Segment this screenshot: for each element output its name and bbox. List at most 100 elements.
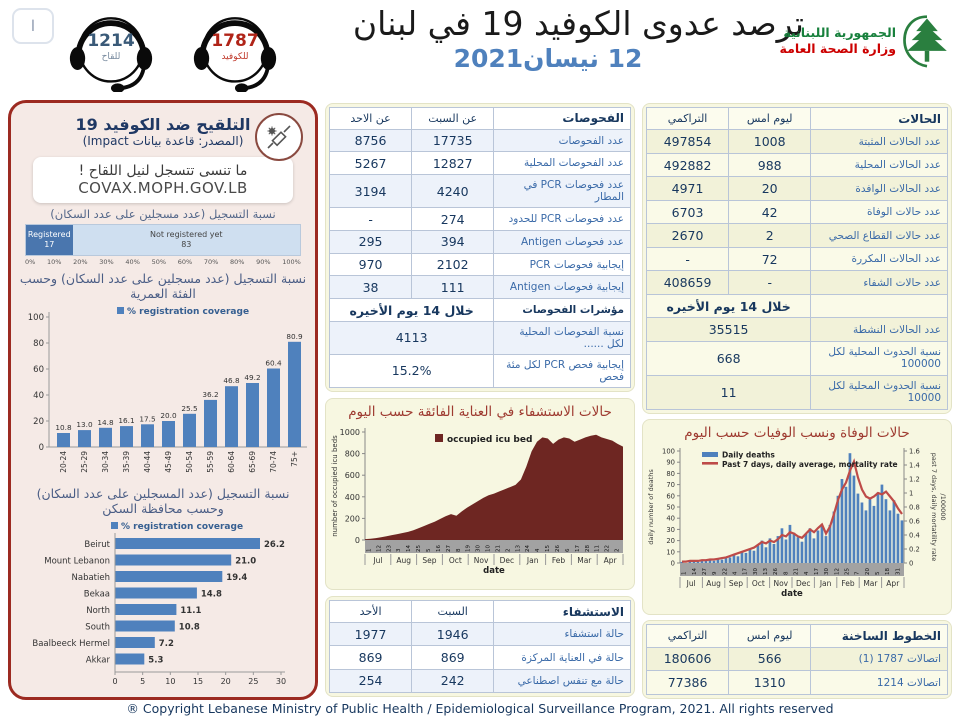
svg-text:Sep: Sep bbox=[422, 556, 436, 565]
covax-reminder-box: ما تنسى تتسجل لنيل اللقاح ! COVAX.MOPH.G… bbox=[33, 157, 293, 203]
svg-text:13: 13 bbox=[763, 568, 769, 575]
svg-text:80: 80 bbox=[33, 339, 44, 349]
svg-text:19.4: 19.4 bbox=[226, 573, 247, 583]
table-row: عدد الحالات المثبتة 1008 497854 bbox=[645, 129, 948, 154]
svg-text:North: North bbox=[86, 606, 110, 616]
covid-hotline-headset-icon: 1787 للكوفيد bbox=[182, 4, 288, 92]
svg-text:11: 11 bbox=[595, 545, 601, 552]
svg-text:12: 12 bbox=[376, 545, 382, 552]
svg-text:14.8: 14.8 bbox=[97, 418, 114, 427]
ministry-name-line2: وزارة الصحة العامة bbox=[779, 41, 896, 56]
table-row: اتصالات 1214 1310 77386 bbox=[645, 670, 948, 695]
svg-text:28: 28 bbox=[585, 545, 591, 552]
svg-text:date: date bbox=[781, 589, 803, 599]
svg-text:Jan: Jan bbox=[526, 556, 539, 565]
svg-text:30: 30 bbox=[824, 568, 830, 575]
svg-text:16.1: 16.1 bbox=[118, 416, 134, 425]
svg-text:15: 15 bbox=[193, 677, 203, 686]
svg-text:4: 4 bbox=[733, 571, 739, 575]
covax-url[interactable]: COVAX.MOPH.GOV.LB bbox=[78, 179, 248, 197]
svg-text:past 7 days, daily mortatility: past 7 days, daily mortatility rate bbox=[930, 453, 938, 562]
svg-text:4: 4 bbox=[535, 548, 541, 552]
svg-text:16: 16 bbox=[436, 545, 442, 552]
svg-text:50-54: 50-54 bbox=[185, 451, 194, 473]
deaths-chart: 0 10 20 30 40 50 60 70 80 90 100 0 0.2 0.4 0.6 0.8 1 1.2 1… bbox=[646, 441, 948, 617]
svg-text:49.2: 49.2 bbox=[244, 373, 260, 382]
table-row: عدد الفحوصات المحلية 12827 5267 bbox=[328, 151, 631, 176]
svg-text:1.4: 1.4 bbox=[909, 462, 920, 470]
svg-text:60.4: 60.4 bbox=[265, 359, 282, 368]
table-row: عدد الحالات المحلية 988 492882 bbox=[645, 152, 948, 178]
svg-text:80.9: 80.9 bbox=[286, 332, 303, 341]
svg-text:0: 0 bbox=[671, 560, 675, 568]
table-header-row: الحالات ليوم امس التراكمي bbox=[645, 106, 948, 131]
svg-text:46.8: 46.8 bbox=[223, 376, 240, 385]
svg-text:1000: 1000 bbox=[340, 428, 360, 437]
svg-text:0.2: 0.2 bbox=[909, 546, 920, 554]
svg-text:0.6: 0.6 bbox=[909, 518, 920, 526]
svg-text:10: 10 bbox=[666, 548, 675, 556]
svg-text:20: 20 bbox=[865, 568, 871, 575]
gov-bar-chart-svg: % registration coverage Beirut 26.2 Mount L… bbox=[32, 522, 286, 686]
table-row: نسبة الحدوث المحلية لكل 10000 11 bbox=[645, 374, 948, 411]
svg-text:25-29: 25-29 bbox=[80, 451, 89, 473]
svg-text:22: 22 bbox=[722, 568, 728, 575]
svg-text:23: 23 bbox=[386, 545, 392, 552]
svg-text:80: 80 bbox=[666, 470, 675, 478]
svg-text:Aug: Aug bbox=[396, 556, 411, 565]
covid-hotline-number: 1787 bbox=[211, 31, 259, 51]
svg-text:30: 30 bbox=[666, 526, 675, 534]
svg-text:0: 0 bbox=[355, 536, 360, 545]
svg-text:10: 10 bbox=[486, 545, 492, 552]
svg-text:Jul: Jul bbox=[372, 556, 382, 565]
vaccine-hotline-label: للقاح bbox=[101, 52, 121, 62]
cases-panel: الحالات ليوم امس التراكمي عدد الحالات المثب… bbox=[642, 103, 952, 414]
svg-text:25: 25 bbox=[248, 677, 258, 686]
ministry-name-line1: الجمهورية اللبنانية bbox=[783, 24, 896, 40]
svg-text:50: 50 bbox=[666, 504, 675, 512]
copyright: ® Copyright Lebanese Ministry of Public … bbox=[126, 701, 834, 716]
svg-text:1: 1 bbox=[367, 549, 373, 553]
svg-text:0.4: 0.4 bbox=[909, 532, 920, 540]
registration-caption: نسبة التسجيل (عدد مسجلين على عدد السكان) bbox=[50, 207, 276, 221]
table-row: خلال 14 يوم الأخيره bbox=[645, 293, 948, 319]
svg-text:0: 0 bbox=[39, 443, 44, 453]
icu-panel: حالات الاستشفاء في العناية الفائقة حسب ا… bbox=[325, 398, 635, 590]
svg-text:13.0: 13.0 bbox=[76, 420, 93, 429]
hotlines-table: الخطوط الساخنة ليوم امس التراكمي اتصالات 17… bbox=[645, 624, 948, 695]
svg-text:Mar: Mar bbox=[577, 556, 592, 565]
svg-text:21: 21 bbox=[496, 545, 502, 552]
svg-text:2: 2 bbox=[505, 549, 511, 553]
table-row: إيجابية فحص PCR لكل مئة فحص 15.2% bbox=[328, 353, 631, 389]
cedar-tree-icon bbox=[903, 15, 947, 68]
table-row: عدد حالات الشفاء -408659 bbox=[645, 270, 948, 295]
svg-text:40-44: 40-44 bbox=[143, 451, 152, 473]
svg-text:South: South bbox=[85, 623, 110, 633]
table-row: عدد الحالات الوافدة 20 4971 bbox=[645, 176, 948, 201]
hotlines-panel: الخطوط الساخنة ليوم امس التراكمي اتصالات 17… bbox=[642, 620, 952, 699]
svg-text:25: 25 bbox=[845, 568, 851, 575]
svg-text:25: 25 bbox=[416, 545, 422, 552]
svg-text:daily number of deaths: daily number of deaths bbox=[647, 469, 655, 545]
svg-text:Feb: Feb bbox=[552, 556, 566, 565]
table-row: حالة استشفاء 1946 1977 bbox=[328, 622, 631, 647]
svg-text:7.2: 7.2 bbox=[159, 639, 174, 649]
table-row: إيجابية فحوصات PCR 2102 970 bbox=[328, 252, 631, 277]
svg-text:60: 60 bbox=[666, 492, 675, 500]
svg-text:400: 400 bbox=[345, 493, 360, 502]
table-row: نسبة الحدوث المحلية لكل 100000 668 bbox=[645, 340, 948, 376]
svg-text:19: 19 bbox=[466, 545, 472, 552]
svg-text:Feb: Feb bbox=[841, 579, 855, 588]
svg-text:40: 40 bbox=[666, 515, 675, 523]
table-row: عدد الفحوصات 17735 8756 bbox=[328, 128, 631, 153]
svg-text:0.8: 0.8 bbox=[909, 504, 920, 512]
svg-text:26: 26 bbox=[555, 545, 561, 552]
nav-button[interactable]: ا bbox=[12, 8, 54, 44]
svg-text:75+: 75+ bbox=[290, 451, 299, 467]
svg-text:Nabatieh: Nabatieh bbox=[72, 573, 110, 583]
tests-panel: الفحوصات عن السبت عن الاحد عدد الفحوصات 1773… bbox=[325, 103, 635, 392]
svg-text:14.8: 14.8 bbox=[201, 590, 222, 600]
svg-text:Nov: Nov bbox=[773, 579, 788, 588]
